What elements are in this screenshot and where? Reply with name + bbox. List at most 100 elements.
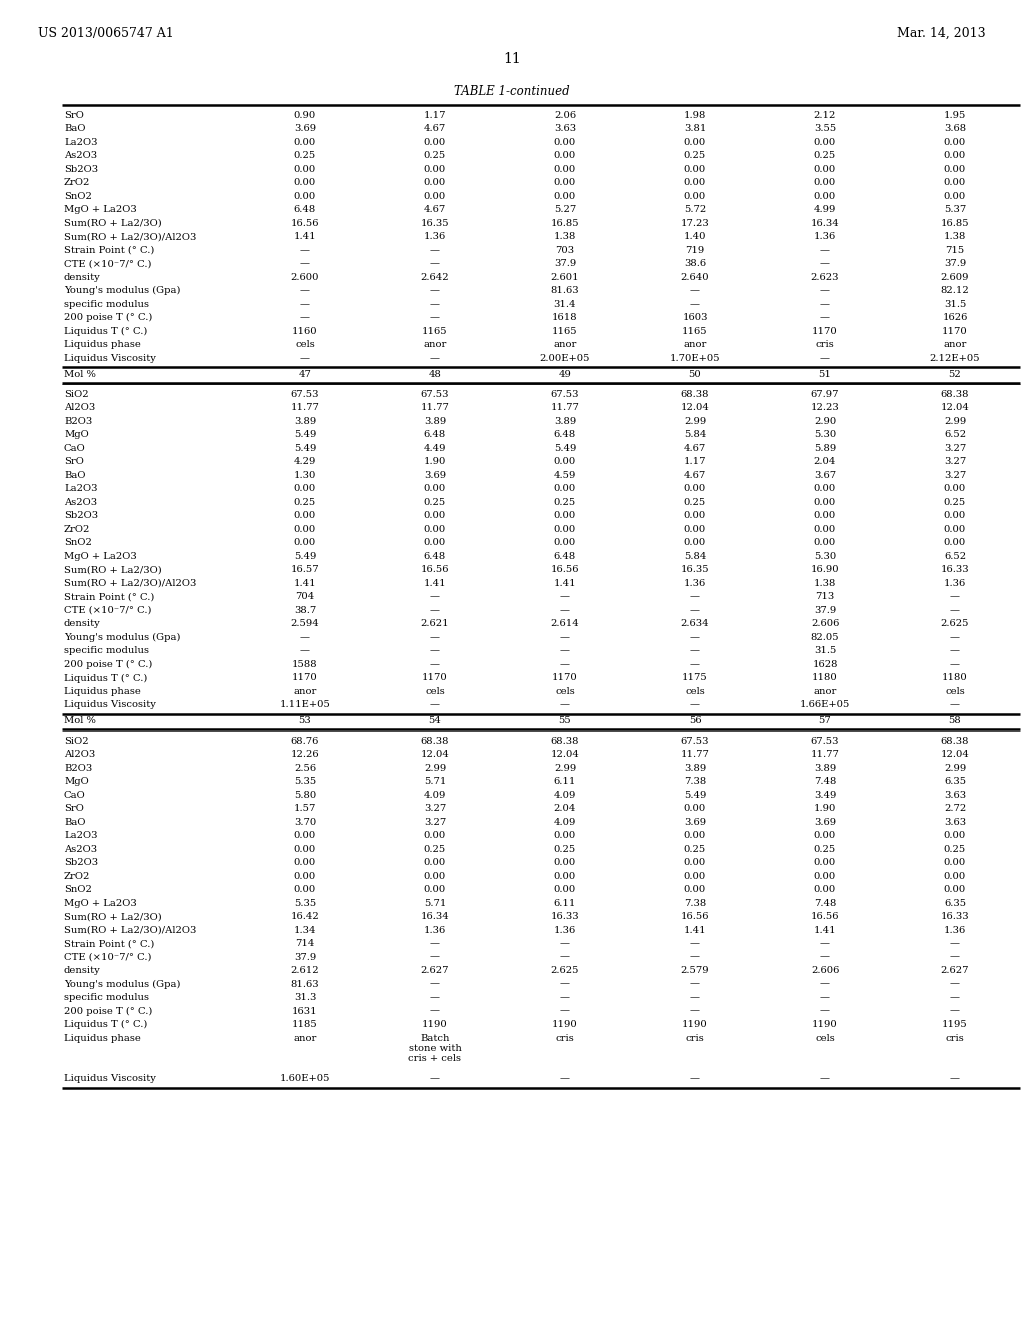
Text: Sum(RO + La2/3O)/Al2O3: Sum(RO + La2/3O)/Al2O3 <box>63 232 197 242</box>
Text: 3.89: 3.89 <box>684 764 707 772</box>
Text: 3.63: 3.63 <box>554 124 577 133</box>
Text: —: — <box>690 593 700 602</box>
Text: 16.56: 16.56 <box>421 565 450 574</box>
Text: 1626: 1626 <box>942 313 968 322</box>
Text: 0.00: 0.00 <box>424 511 446 520</box>
Text: 2.609: 2.609 <box>941 273 970 281</box>
Text: 51: 51 <box>818 370 831 379</box>
Text: 12.04: 12.04 <box>421 750 450 759</box>
Text: cels: cels <box>815 1034 835 1043</box>
Text: 6.48: 6.48 <box>424 430 446 440</box>
Text: 12.04: 12.04 <box>941 404 970 412</box>
Text: 0.00: 0.00 <box>814 539 837 548</box>
Text: 1170: 1170 <box>812 327 838 335</box>
Text: 0.00: 0.00 <box>294 858 316 867</box>
Text: 1.70E+05: 1.70E+05 <box>670 354 720 363</box>
Text: 0.00: 0.00 <box>294 137 316 147</box>
Text: 704: 704 <box>295 593 314 602</box>
Text: 0.00: 0.00 <box>814 832 837 840</box>
Text: 67.53: 67.53 <box>681 737 710 746</box>
Text: 16.56: 16.56 <box>681 912 710 921</box>
Text: Strain Point (° C.): Strain Point (° C.) <box>63 593 155 602</box>
Text: —: — <box>430 300 440 309</box>
Text: 0.25: 0.25 <box>424 845 446 854</box>
Text: 0.00: 0.00 <box>554 858 577 867</box>
Text: —: — <box>950 634 961 642</box>
Text: 1170: 1170 <box>942 327 968 335</box>
Text: 5.84: 5.84 <box>684 552 707 561</box>
Text: —: — <box>560 606 570 615</box>
Text: 81.63: 81.63 <box>291 979 319 989</box>
Text: 2.72: 2.72 <box>944 804 966 813</box>
Text: specific modulus: specific modulus <box>63 300 150 309</box>
Text: 0.25: 0.25 <box>294 498 316 507</box>
Text: 12.26: 12.26 <box>291 750 319 759</box>
Text: 5.49: 5.49 <box>684 791 707 800</box>
Text: 0.00: 0.00 <box>424 137 446 147</box>
Text: 16.35: 16.35 <box>681 565 710 574</box>
Text: Liquidus phase: Liquidus phase <box>63 686 141 696</box>
Text: 67.53: 67.53 <box>551 389 580 399</box>
Text: —: — <box>430 259 440 268</box>
Text: 0.00: 0.00 <box>424 165 446 174</box>
Text: 7.38: 7.38 <box>684 899 707 908</box>
Text: Liquidus T (° C.): Liquidus T (° C.) <box>63 1020 147 1030</box>
Text: 0.00: 0.00 <box>554 525 577 535</box>
Text: 0.00: 0.00 <box>684 137 707 147</box>
Text: 1.30: 1.30 <box>294 471 316 480</box>
Text: 0.00: 0.00 <box>294 539 316 548</box>
Text: cels: cels <box>295 341 314 350</box>
Text: 67.53: 67.53 <box>291 389 319 399</box>
Text: 0.00: 0.00 <box>294 484 316 494</box>
Text: 1190: 1190 <box>812 1020 838 1030</box>
Text: 3.27: 3.27 <box>424 804 446 813</box>
Text: 6.35: 6.35 <box>944 899 966 908</box>
Text: Liquidus Viscosity: Liquidus Viscosity <box>63 354 156 363</box>
Text: 1.40: 1.40 <box>684 232 707 242</box>
Text: 0.00: 0.00 <box>424 858 446 867</box>
Text: 3.27: 3.27 <box>944 471 966 480</box>
Text: 1.66E+05: 1.66E+05 <box>800 701 850 709</box>
Text: 3.27: 3.27 <box>944 444 966 453</box>
Text: —: — <box>690 979 700 989</box>
Text: —: — <box>300 313 310 322</box>
Text: Strain Point (° C.): Strain Point (° C.) <box>63 939 155 948</box>
Text: 16.34: 16.34 <box>811 219 840 228</box>
Text: —: — <box>560 1074 570 1084</box>
Text: SrO: SrO <box>63 111 84 120</box>
Text: 67.53: 67.53 <box>421 389 450 399</box>
Text: Liquidus Viscosity: Liquidus Viscosity <box>63 701 156 709</box>
Text: SrO: SrO <box>63 804 84 813</box>
Text: 3.49: 3.49 <box>814 791 837 800</box>
Text: 0.00: 0.00 <box>944 137 966 147</box>
Text: 2.623: 2.623 <box>811 273 840 281</box>
Text: —: — <box>950 606 961 615</box>
Text: CaO: CaO <box>63 444 86 453</box>
Text: 3.55: 3.55 <box>814 124 837 133</box>
Text: 12.04: 12.04 <box>551 750 580 759</box>
Text: 719: 719 <box>685 246 705 255</box>
Text: 3.89: 3.89 <box>424 417 446 426</box>
Text: 0.25: 0.25 <box>684 152 707 160</box>
Text: 5.80: 5.80 <box>294 791 316 800</box>
Text: 68.38: 68.38 <box>681 389 710 399</box>
Text: 2.627: 2.627 <box>941 966 970 975</box>
Text: 1185: 1185 <box>292 1020 317 1030</box>
Text: 0.00: 0.00 <box>684 484 707 494</box>
Text: 16.33: 16.33 <box>941 565 970 574</box>
Text: 3.81: 3.81 <box>684 124 707 133</box>
Text: 7.38: 7.38 <box>684 777 707 787</box>
Text: 0.25: 0.25 <box>294 152 316 160</box>
Text: 0.00: 0.00 <box>294 525 316 535</box>
Text: 0.00: 0.00 <box>814 858 837 867</box>
Text: SrO: SrO <box>63 458 84 466</box>
Text: 2.642: 2.642 <box>421 273 450 281</box>
Text: MgO + La2O3: MgO + La2O3 <box>63 205 137 214</box>
Text: specific modulus: specific modulus <box>63 647 150 656</box>
Text: —: — <box>430 1074 440 1084</box>
Text: 0.00: 0.00 <box>684 804 707 813</box>
Text: TABLE 1-continued: TABLE 1-continued <box>455 84 569 98</box>
Text: anor: anor <box>293 686 316 696</box>
Text: 1.36: 1.36 <box>424 925 446 935</box>
Text: 1.38: 1.38 <box>944 232 967 242</box>
